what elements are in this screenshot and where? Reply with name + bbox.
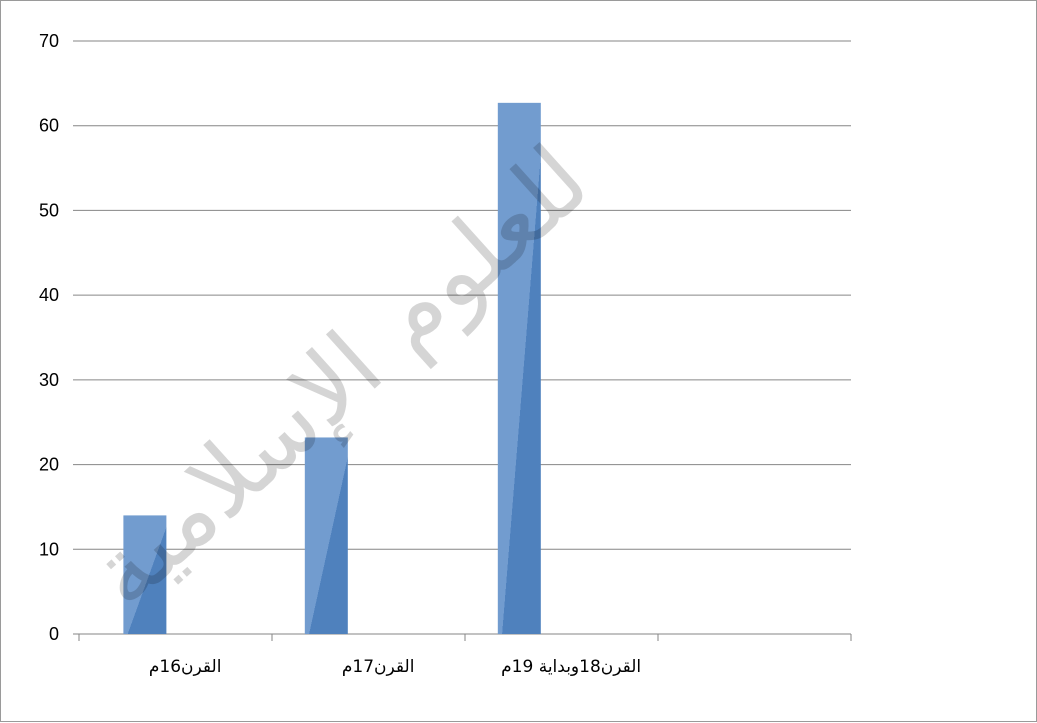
y-tick-label: 50: [39, 200, 59, 220]
y-tick-label: 60: [39, 116, 59, 136]
y-tick-label: 0: [49, 624, 59, 644]
y-tick-label: 20: [39, 455, 59, 475]
bars: [123, 102, 541, 634]
y-tick-label: 70: [39, 31, 59, 51]
y-tick-label: 10: [39, 539, 59, 559]
bar: [304, 437, 348, 634]
x-tick-label: القرن16م: [149, 657, 222, 677]
bar: [497, 102, 541, 634]
x-tick-label: القرن17م: [342, 657, 415, 677]
y-tick-label: 40: [39, 285, 59, 305]
axes: [73, 633, 852, 641]
gridlines: [73, 40, 851, 550]
y-tick-label: 30: [39, 370, 59, 390]
x-tick-label: القرن18وبداية 19م: [501, 657, 641, 677]
bar: [123, 515, 167, 634]
tick-labels: 0 10 20 30 40 50 60 70 القرن16م القرن17م القرن18وب…: [39, 31, 641, 677]
